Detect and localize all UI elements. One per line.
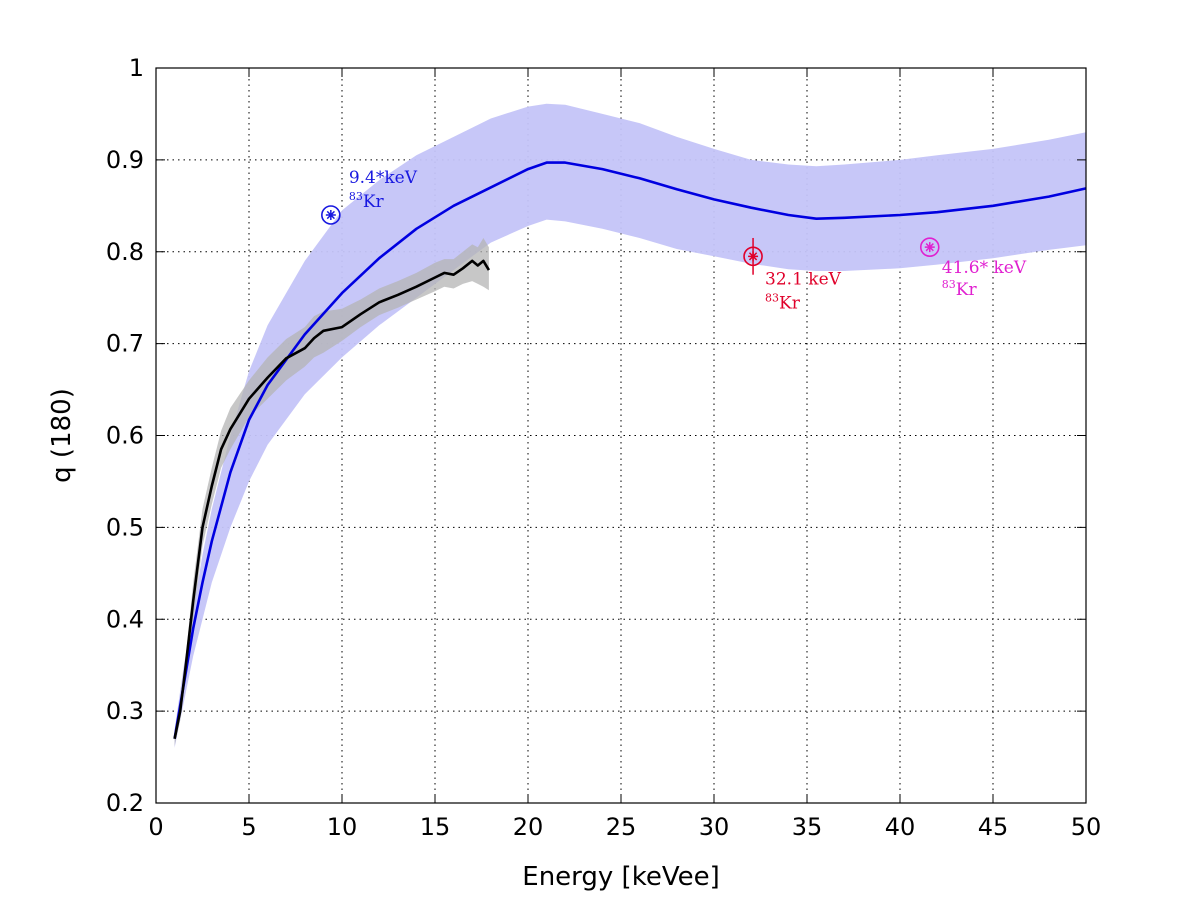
x-axis-label: Energy [keVee] <box>522 862 719 892</box>
series-0-band <box>174 103 1087 748</box>
point-isotope: 83Kr <box>942 278 978 300</box>
isotope-mass: 83 <box>942 278 956 291</box>
x-tick-label: 50 <box>1071 813 1102 841</box>
point-marker <box>919 237 940 257</box>
isotope-mass: 83 <box>349 190 363 203</box>
x-tick-label: 0 <box>148 813 163 841</box>
point-label: 32.1 keV <box>765 269 842 289</box>
isotope-mass: 83 <box>765 291 779 304</box>
x-tick-label: 25 <box>606 813 637 841</box>
y-axis-label: q (180) <box>47 388 77 483</box>
point-label: 41.6* keV <box>942 258 1027 278</box>
x-tick-label: 15 <box>420 813 451 841</box>
point-isotope: 83Kr <box>765 291 801 313</box>
asterisk-icon <box>325 210 336 220</box>
point-isotope: 83Kr <box>349 190 385 212</box>
y-tick-label: 0.9 <box>106 146 144 174</box>
y-tick-label: 0.7 <box>106 330 144 358</box>
x-tick-label: 5 <box>241 813 256 841</box>
asterisk-icon <box>924 242 935 253</box>
isotope-symbol: Kr <box>779 293 801 313</box>
confidence-bands <box>174 103 1087 748</box>
x-tick-label: 10 <box>327 813 358 841</box>
point-marker <box>743 246 763 267</box>
y-tick-label: 1 <box>129 54 144 82</box>
series-lines <box>173 161 1087 739</box>
isotope-symbol: Kr <box>363 192 385 212</box>
x-tick-label: 40 <box>885 813 916 841</box>
y-tick-label: 0.3 <box>106 697 144 725</box>
y-tick-label: 0.4 <box>106 605 144 633</box>
series-1-band <box>174 238 489 746</box>
isotope-symbol: Kr <box>956 280 978 300</box>
y-tick-label: 0.8 <box>106 238 144 266</box>
series-0-line <box>173 161 1087 739</box>
asterisk-icon <box>748 251 759 262</box>
y-tick-label: 0.6 <box>106 422 144 450</box>
point-marker <box>321 205 341 225</box>
x-tick-label: 35 <box>792 813 823 841</box>
y-tick-label: 0.2 <box>106 789 144 817</box>
x-tick-label: 20 <box>513 813 544 841</box>
axes: 0 5 10 15 20 25 30 35 40 45 50 0.2 0.3 0.4 0.5 0.6 0.7 0.… <box>106 54 1101 841</box>
y-tick-label: 0.5 <box>106 513 144 541</box>
point-label: 9.4*keV <box>349 168 418 188</box>
series-1-line <box>173 259 491 739</box>
x-tick-label: 45 <box>978 813 1009 841</box>
x-tick-label: 30 <box>699 813 730 841</box>
